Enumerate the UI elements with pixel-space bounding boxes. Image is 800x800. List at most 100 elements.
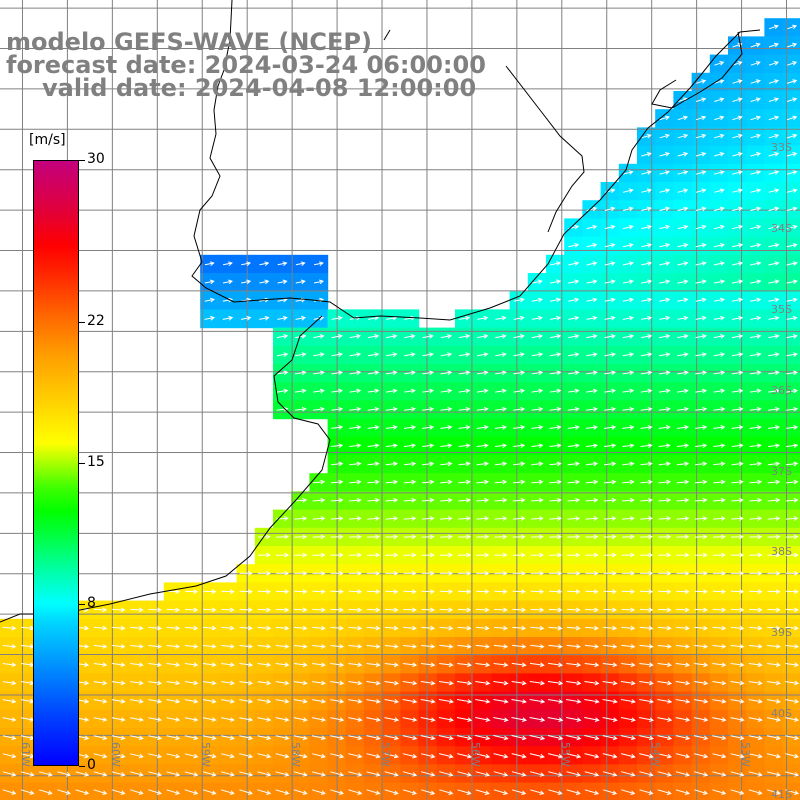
wind-arrow — [294, 607, 308, 613]
wind-arrow — [385, 570, 399, 576]
wind-arrow — [750, 261, 762, 266]
wind-arrow — [403, 534, 417, 540]
wind-arrow — [731, 388, 744, 394]
wind-arrow — [584, 644, 600, 649]
wind-arrow — [767, 607, 781, 613]
wind-arrow — [586, 370, 598, 376]
wind-arrow — [676, 534, 690, 540]
wind-arrow — [566, 662, 582, 668]
wind-arrow — [257, 698, 272, 704]
wind-arrow — [640, 461, 653, 467]
wind-arrow — [293, 753, 308, 759]
wind-arrow — [602, 771, 618, 777]
wind-arrow — [785, 644, 800, 649]
wind-arrow — [768, 261, 780, 266]
wind-arrow — [622, 443, 635, 449]
wind-arrow — [512, 516, 526, 521]
wind-arrow — [276, 334, 289, 339]
wind-arrow — [239, 644, 253, 649]
wind-arrow — [476, 589, 490, 594]
wind-arrow — [402, 735, 418, 741]
colorbar-tick-mark — [79, 160, 85, 161]
wind-arrow — [639, 589, 654, 594]
wind-arrow — [677, 206, 689, 212]
wind-arrow — [730, 771, 745, 777]
wind-arrow — [786, 206, 798, 212]
wind-arrow — [604, 297, 616, 303]
wind-arrow — [476, 534, 490, 540]
wind-arrow — [639, 680, 654, 686]
wind-arrow — [694, 680, 709, 686]
wind-arrow — [749, 570, 763, 576]
wind-arrow — [275, 789, 290, 795]
wind-arrow — [494, 497, 508, 503]
wind-arrow — [512, 570, 526, 576]
latitude-label: 36S — [771, 383, 792, 397]
wind-arrow — [659, 206, 671, 212]
wind-arrow — [675, 789, 691, 795]
wind-arrow — [713, 461, 726, 467]
wind-arrow — [640, 352, 653, 357]
wind-arrow — [768, 133, 780, 139]
wind-arrow — [568, 315, 580, 321]
wind-arrow — [641, 188, 652, 193]
wind-arrow — [694, 607, 708, 613]
wind-arrow — [549, 552, 563, 558]
wind-arrow — [475, 771, 491, 777]
wind-arrow — [602, 735, 618, 741]
wind-arrow — [511, 735, 527, 741]
wind-arrow — [277, 261, 288, 266]
wind-arrow — [730, 717, 745, 722]
wind-arrow — [548, 607, 563, 613]
wind-arrow — [641, 152, 652, 157]
wind-arrow — [458, 497, 471, 503]
wind-arrow — [330, 789, 345, 795]
wind-arrow — [566, 607, 581, 613]
wind-arrow — [294, 497, 308, 503]
wind-arrow — [677, 115, 689, 121]
wind-arrow — [239, 625, 253, 631]
wind-arrow — [749, 443, 762, 449]
wind-arrow — [148, 644, 162, 649]
wind-arrow — [366, 735, 381, 741]
wind-arrow — [677, 170, 689, 175]
latitude-label: 35S — [771, 302, 792, 316]
wind-arrow — [348, 625, 363, 631]
wind-arrow — [348, 570, 362, 576]
wind-arrow — [203, 607, 217, 613]
wind-arrow — [239, 607, 253, 613]
wind-arrow — [567, 534, 581, 540]
wind-arrow — [439, 552, 453, 558]
wind-arrow — [531, 425, 544, 430]
wind-arrow — [749, 425, 762, 430]
wind-arrow — [367, 334, 380, 339]
wind-arrow — [549, 570, 563, 576]
wind-arrow — [749, 625, 763, 631]
wind-arrow — [529, 699, 546, 704]
wind-arrow — [330, 680, 345, 686]
wind-arrow — [494, 625, 508, 631]
wind-arrow — [293, 644, 308, 649]
wind-arrow — [604, 425, 617, 430]
wind-arrow — [786, 370, 799, 376]
wind-arrow — [312, 570, 326, 576]
wind-arrow — [440, 497, 453, 503]
wind-arrow — [239, 753, 254, 759]
wind-arrow — [695, 388, 708, 394]
wind-arrow — [785, 753, 800, 759]
wind-arrow — [403, 443, 417, 449]
wind-arrow — [732, 61, 743, 66]
wind-arrow — [93, 789, 108, 795]
wind-arrow — [730, 698, 745, 704]
wind-arrow — [130, 753, 144, 759]
wind-arrow — [657, 662, 672, 668]
wind-arrow — [531, 315, 543, 321]
wind-arrow — [677, 370, 689, 376]
wind-arrow — [458, 570, 472, 576]
wind-arrow — [713, 170, 725, 175]
wind-arrow — [386, 352, 398, 357]
wind-arrow — [166, 662, 181, 667]
wind-arrow — [714, 61, 725, 66]
wind-arrow — [730, 753, 745, 759]
wind-arrow — [276, 352, 289, 357]
